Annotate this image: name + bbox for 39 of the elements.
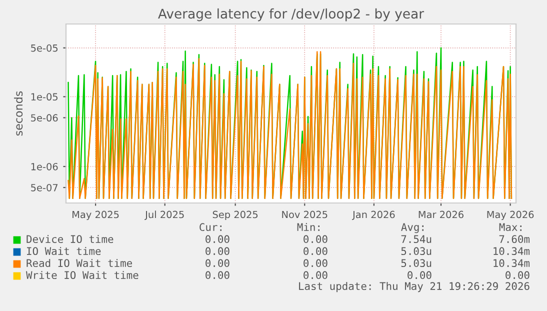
text: 0.00 xyxy=(304,235,328,244)
text: 7.60m xyxy=(499,235,530,244)
text: 0.00 xyxy=(206,247,230,256)
y-tick-label: 5e-06 xyxy=(31,114,58,122)
text: Cur: xyxy=(200,223,222,232)
text: 0.00 xyxy=(408,271,432,280)
legend-label: Write IO Wait time xyxy=(26,270,138,280)
x-tick-label: Mar 2026 xyxy=(418,210,464,218)
legend-label: IO Wait time xyxy=(27,246,101,256)
text: 10.34m xyxy=(494,247,530,256)
x-tick-label: Sep 2025 xyxy=(212,210,258,220)
y-tick-label: 5e-05 xyxy=(31,44,58,52)
text: 7.54u xyxy=(401,235,432,244)
text: 0.00 xyxy=(206,271,230,280)
text: 10.34m xyxy=(494,259,530,268)
x-tick-label: Jul 2025 xyxy=(144,210,184,220)
y-tick-label: 5e-07 xyxy=(31,184,58,192)
y-tick-label: 1e-05 xyxy=(31,93,58,101)
text: 0.00 xyxy=(304,271,328,280)
text: 5.03u xyxy=(401,259,432,268)
x-tick-label: Nov 2025 xyxy=(282,210,328,218)
x-tick-label: May 2025 xyxy=(72,210,119,220)
text: Avg: xyxy=(401,223,424,234)
text: 0.00 xyxy=(304,259,328,268)
x-tick-label: May 2026 xyxy=(487,210,534,220)
text: 0.00 xyxy=(506,271,530,280)
text: 5.03u xyxy=(401,247,432,256)
text: 0.00 xyxy=(206,259,230,268)
text: 0.00 xyxy=(304,247,328,256)
text: Max: xyxy=(499,223,522,232)
legend-label: Device IO time xyxy=(26,234,114,244)
chart-title: Average latency for /dev/loop2 - by year xyxy=(158,8,424,22)
text: 0.00 xyxy=(206,235,230,244)
text: Min: xyxy=(297,222,320,231)
x-tick-label: Jan 2026 xyxy=(352,210,395,220)
text: Last update: Thu May 21 19:26:29 2026 xyxy=(299,282,530,292)
y-tick-label: 1e-06 xyxy=(31,162,58,170)
legend-label: Read IO Wait time xyxy=(26,258,132,268)
y-axis-title: seconds xyxy=(14,91,23,136)
